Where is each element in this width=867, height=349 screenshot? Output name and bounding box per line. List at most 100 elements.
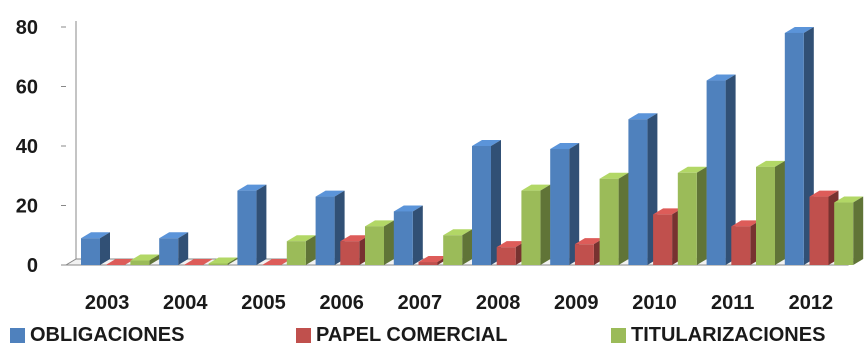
y-tick-label-40: 40 xyxy=(16,136,38,158)
bar-top xyxy=(418,256,448,263)
bar-front xyxy=(81,238,100,265)
bar-side xyxy=(100,232,110,265)
bar-top xyxy=(599,172,629,179)
bar-front xyxy=(677,172,697,265)
x-tick-label-2010: 2010 xyxy=(632,292,677,314)
bar-front xyxy=(496,247,516,265)
bar-side xyxy=(491,140,501,265)
bar-front xyxy=(443,235,463,265)
bar-top xyxy=(81,232,110,239)
bar-front xyxy=(834,202,854,265)
legend-swatch-titularizaciones xyxy=(611,327,626,343)
legend-label-obligaciones: OBLIGACIONES xyxy=(30,323,185,346)
x-tick-label-2006: 2006 xyxy=(319,292,364,314)
bar-top xyxy=(340,235,370,242)
bar-front xyxy=(159,238,179,265)
bar-papel-comercial-2003 xyxy=(105,259,135,265)
bar-front xyxy=(731,226,751,265)
bar-front xyxy=(574,244,594,265)
bar-front xyxy=(237,190,257,265)
bar-top xyxy=(237,184,267,191)
bar-papel-comercial-2009 xyxy=(574,238,604,265)
legend-item-papel-comercial: PAPEL COMERCIAL xyxy=(296,322,508,348)
bar-obligaciones-2006 xyxy=(315,190,345,265)
x-tick-label-2007: 2007 xyxy=(398,292,443,314)
bar-top xyxy=(574,238,604,245)
bar-obligaciones-2004 xyxy=(159,232,189,265)
bar-papel-comercial-2011 xyxy=(731,220,761,265)
bar-papel-comercial-2008 xyxy=(496,241,526,265)
bar-papel-comercial-2006 xyxy=(340,235,370,265)
bar-top xyxy=(706,74,736,81)
bar-front xyxy=(393,211,413,265)
bar-top xyxy=(286,235,316,242)
bar-papel-comercial-2012 xyxy=(809,190,839,265)
bar-top xyxy=(130,254,160,261)
bar-top xyxy=(809,190,839,197)
bar-titularizaciones-2005 xyxy=(286,235,316,265)
bar-top xyxy=(784,26,814,33)
bar-front xyxy=(706,80,726,265)
bar-top xyxy=(472,140,501,146)
bar-side xyxy=(853,196,864,265)
x-tick-label-2009: 2009 xyxy=(554,292,599,314)
x-tick-label-2003: 2003 xyxy=(85,292,130,314)
legend-swatch-obligaciones xyxy=(10,327,25,343)
legend-item-titularizaciones: TITULARIZACIONES xyxy=(611,322,825,348)
bar-front xyxy=(653,214,673,265)
x-tick-label-2011: 2011 xyxy=(711,292,754,314)
bar-side xyxy=(227,257,238,265)
y-tick-label-20: 20 xyxy=(16,196,38,218)
bar-top xyxy=(756,160,785,167)
bar-titularizaciones-2010 xyxy=(677,166,707,265)
bar-top xyxy=(443,229,473,236)
x-tick-label-2008: 2008 xyxy=(476,292,521,314)
bar-titularizaciones-2006 xyxy=(365,220,394,265)
bar-side xyxy=(412,205,423,265)
bar-papel-comercial-2004 xyxy=(183,259,213,265)
bar-obligaciones-2012 xyxy=(784,26,814,266)
bar-front xyxy=(472,146,491,265)
bar-obligaciones-2005 xyxy=(237,184,267,265)
bar-titularizaciones-2011 xyxy=(756,160,785,265)
bar-side xyxy=(540,184,551,265)
bar-front xyxy=(315,196,335,265)
x-tick-label-2012: 2012 xyxy=(789,292,834,314)
bar-front xyxy=(521,190,541,265)
bars xyxy=(81,26,864,266)
bar-titularizaciones-2012 xyxy=(834,196,864,265)
bar-front xyxy=(599,178,619,265)
bar-side xyxy=(569,142,580,265)
legend-label-papel-comercial: PAPEL COMERCIAL xyxy=(316,323,508,346)
bar-side xyxy=(384,220,394,265)
bar-titularizaciones-2008 xyxy=(521,184,551,265)
bar-side xyxy=(618,172,629,265)
bar-top xyxy=(159,232,189,239)
bar-side xyxy=(256,184,267,265)
y-tick-label-80: 80 xyxy=(16,17,38,39)
bar-chart: 0 20 40 60 80 2003 2004 2005 2006 2007 2008 2009 201… xyxy=(16,17,864,314)
bar-top xyxy=(365,220,394,227)
legend-item-obligaciones: OBLIGACIONES xyxy=(10,322,184,348)
bar-side xyxy=(305,235,316,265)
bar-top xyxy=(628,113,658,120)
bar-top xyxy=(731,220,761,227)
legend-swatch-papel-comercial xyxy=(296,327,311,343)
bar-titularizaciones-2003 xyxy=(130,254,160,265)
bar-obligaciones-2007 xyxy=(393,205,423,265)
y-tick-label-0: 0 xyxy=(27,255,38,277)
x-tick-label-2004: 2004 xyxy=(163,292,208,314)
bar-obligaciones-2011 xyxy=(706,74,736,265)
bar-side xyxy=(462,229,473,265)
bar-side xyxy=(725,74,736,265)
bar-front xyxy=(418,262,438,265)
bar-front xyxy=(340,241,360,265)
bar-titularizaciones-2007 xyxy=(443,229,473,265)
bar-papel-comercial-2010 xyxy=(653,208,683,265)
bar-side xyxy=(775,160,785,265)
bar-side xyxy=(149,254,160,265)
bar-top xyxy=(262,259,292,265)
y-tick-label-60: 60 xyxy=(16,77,38,99)
bar-obligaciones-2008 xyxy=(472,140,501,265)
